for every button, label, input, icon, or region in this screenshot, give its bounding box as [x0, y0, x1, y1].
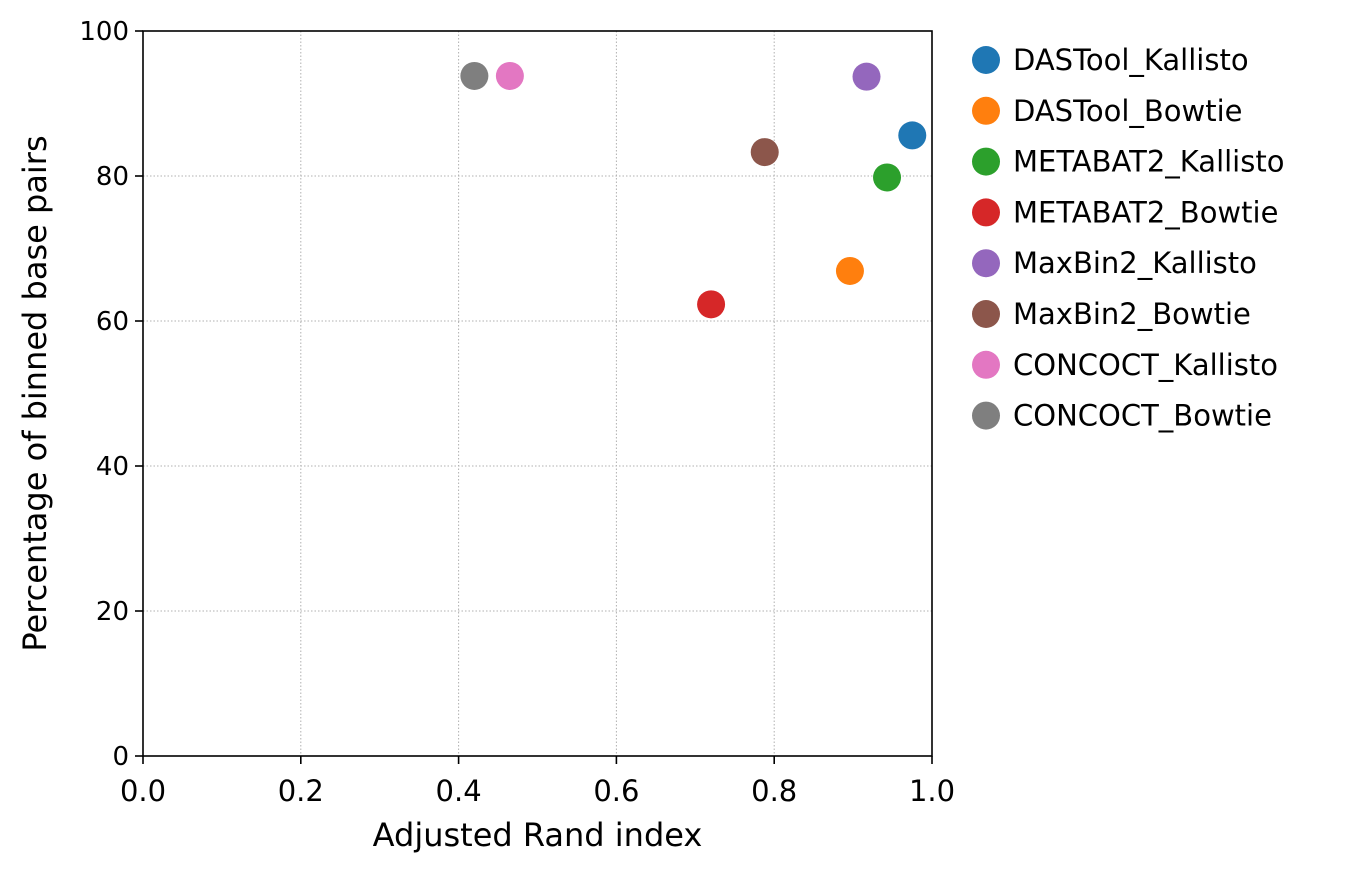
x-axis-label: Adjusted Rand index: [373, 816, 703, 854]
data-point: [898, 121, 927, 150]
legend-marker: [972, 300, 1000, 328]
x-tick-label: 0.8: [751, 774, 797, 808]
data-point: [495, 61, 524, 90]
data-point: [873, 163, 902, 192]
legend-label: DASTool_Kallisto: [1013, 43, 1249, 77]
legend-label: MaxBin2_Bowtie: [1013, 297, 1251, 331]
x-tick-label: 1.0: [909, 774, 955, 808]
y-tick-label: 0: [112, 742, 129, 772]
data-point: [835, 256, 864, 285]
legend-label: MaxBin2_Kallisto: [1013, 246, 1257, 280]
x-tick-label: 0.2: [278, 774, 324, 808]
legend-marker: [972, 198, 1000, 227]
legend-marker: [972, 147, 1000, 176]
legend-label: CONCOCT_Bowtie: [1013, 399, 1272, 433]
y-tick-label: 100: [79, 17, 129, 47]
legend-label: CONCOCT_Kallisto: [1013, 348, 1278, 382]
data-points: [460, 61, 927, 319]
legend-marker: [972, 96, 1000, 125]
y-tick-label: 80: [96, 162, 129, 192]
legend: DASTool_Kallisto DASTool_Bowtie METABAT2_K…: [972, 43, 1284, 433]
legend-marker: [972, 401, 1000, 430]
y-tick-label: 20: [96, 597, 129, 627]
legend-marker: [972, 46, 1000, 74]
grid: [142, 30, 933, 757]
y-tick-label: 60: [96, 307, 129, 337]
data-point: [852, 62, 881, 91]
y-tick-label: 40: [96, 452, 129, 482]
data-point: [750, 138, 779, 167]
plot-frame: [142, 30, 933, 757]
axis-ticks: 0.0 0.2 0.4 0.6 0.8 1.0 0 20 40 60 80 100: [79, 17, 955, 808]
legend-marker: [972, 249, 1000, 278]
y-axis-label: Percentage of binned base pairs: [16, 135, 54, 651]
legend-marker: [972, 350, 1000, 379]
x-tick-label: 0.0: [120, 774, 166, 808]
data-point: [460, 61, 489, 90]
data-point: [697, 290, 726, 319]
legend-label: METABAT2_Kallisto: [1013, 145, 1284, 179]
legend-label: DASTool_Bowtie: [1013, 94, 1243, 128]
x-tick-label: 0.6: [593, 774, 639, 808]
legend-label: METABAT2_Bowtie: [1013, 195, 1278, 229]
x-tick-label: 0.4: [436, 774, 482, 808]
